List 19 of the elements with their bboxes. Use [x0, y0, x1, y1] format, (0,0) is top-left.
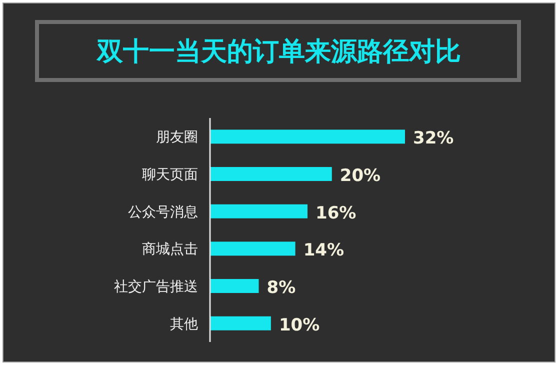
bar: [210, 242, 296, 256]
bar: [210, 279, 259, 293]
data-label: 10%: [278, 315, 320, 336]
bar: [210, 204, 308, 218]
data-label: 32%: [413, 128, 454, 149]
data-label: 8%: [266, 278, 296, 298]
bar: [210, 167, 332, 181]
y-tick-label: 商城点击: [142, 242, 198, 258]
y-tick-label: 公众号消息: [128, 204, 198, 220]
y-tick-label: 其他: [170, 316, 198, 332]
y-tick-label: 社交广告推送: [114, 279, 198, 295]
chart-title: 双十一当天的订单来源路径对比: [96, 37, 461, 67]
bar: [210, 316, 271, 330]
data-label: 14%: [303, 240, 344, 261]
data-label: 20%: [340, 166, 381, 186]
y-tick-label: 聊天页面: [142, 167, 198, 183]
bar: [210, 130, 405, 144]
y-tick-label: 朋友圈: [156, 130, 198, 146]
data-label: 16%: [316, 203, 356, 224]
